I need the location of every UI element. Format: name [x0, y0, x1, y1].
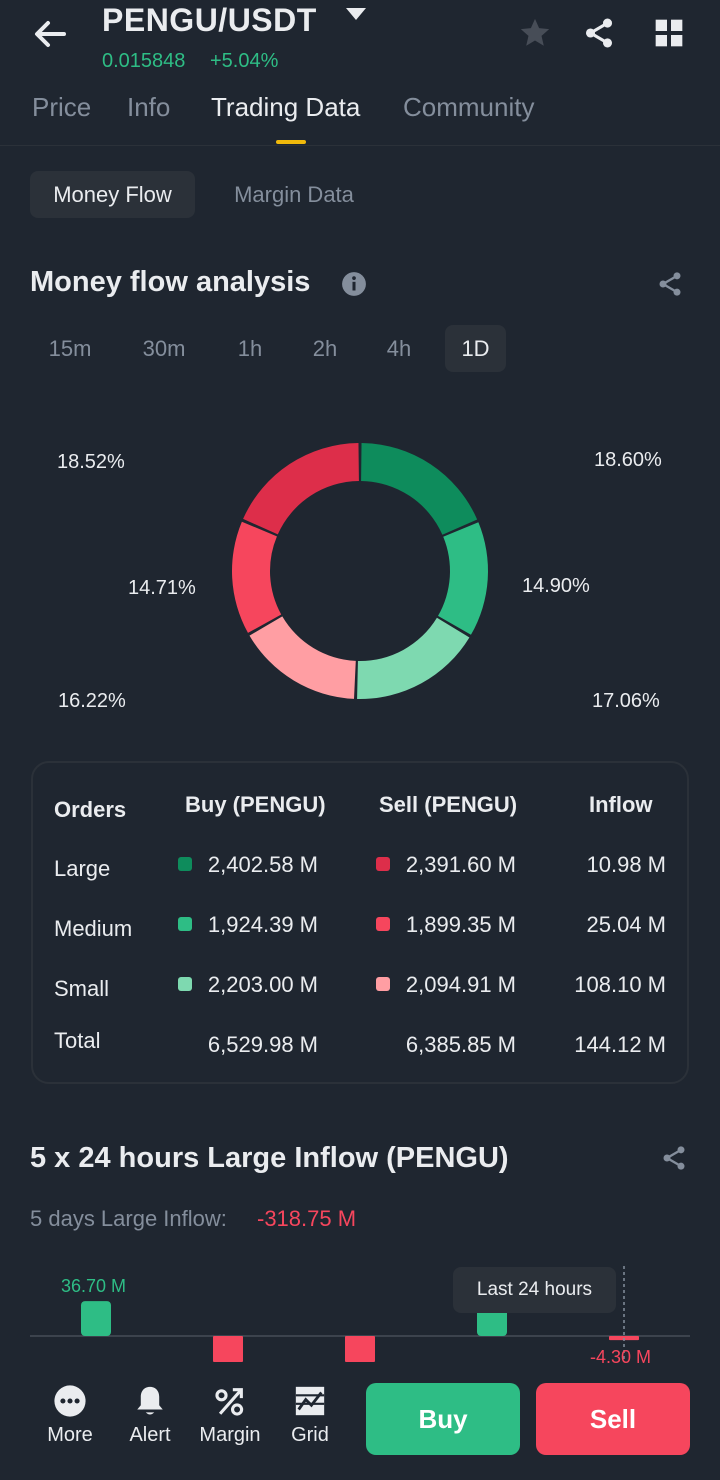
- row-sell: 1,899.35 M: [405, 912, 516, 937]
- inflow-bar[interactable]: [345, 1336, 375, 1362]
- timeframe-1h[interactable]: 1h: [237, 335, 263, 361]
- row-label: Large: [54, 856, 111, 881]
- donut-slice-medium-sell[interactable]: [232, 521, 282, 633]
- share-button[interactable]: [582, 16, 616, 55]
- back-button[interactable]: [30, 14, 70, 54]
- large-inflow-share-button[interactable]: [660, 1144, 688, 1177]
- nav-grid-label: Grid: [291, 1424, 329, 1446]
- buy-color-swatch: [178, 917, 192, 931]
- arrow-left-icon: [35, 21, 66, 47]
- donut-slice-small-buy[interactable]: [357, 617, 470, 699]
- inflow-bar[interactable]: [477, 1307, 507, 1337]
- row-sell: 2,391.60 M: [405, 852, 516, 877]
- header-buy: Buy (PENGU): [185, 792, 326, 817]
- sell-color-swatch: [376, 917, 390, 931]
- slice-label-medium-buy: 14.90%: [522, 575, 590, 597]
- timeframe-15m[interactable]: 15m: [48, 335, 92, 361]
- slice-label-small-sell: 16.22%: [58, 690, 126, 712]
- price-change: +5.04%: [210, 50, 279, 72]
- percent-icon: [215, 1388, 244, 1416]
- header-orders: Orders: [54, 797, 127, 822]
- slice-label-large-sell: 18.52%: [57, 451, 125, 473]
- pair-title[interactable]: PENGU/USDT: [102, 2, 317, 38]
- large-inflow-title: 5 x 24 hours Large Inflow (PENGU): [30, 1142, 509, 1174]
- total-sell: 6,385.85 M: [405, 1032, 516, 1057]
- money-flow-donut-chart: [232, 443, 488, 699]
- row-label: Small: [54, 976, 110, 1001]
- row-sell: 2,094.91 M: [405, 972, 516, 997]
- info-icon: [342, 272, 366, 296]
- total-label: Total: [54, 1028, 101, 1053]
- tab-price[interactable]: Price: [32, 92, 92, 122]
- bell-icon: [137, 1386, 163, 1415]
- donut-slice-large-buy[interactable]: [361, 443, 478, 535]
- total-inflow: 144.12 M: [574, 1032, 666, 1057]
- sell-color-swatch: [376, 977, 390, 991]
- timeframe-4h[interactable]: 4h: [386, 335, 412, 361]
- tab-divider: [0, 145, 720, 146]
- timeframe-30m[interactable]: 30m: [142, 335, 186, 361]
- chart-tooltip: Last 24 hours: [453, 1267, 616, 1313]
- money-flow-title: Money flow analysis: [30, 266, 311, 298]
- money-flow-share-button[interactable]: [656, 270, 684, 303]
- nav-alert[interactable]: Alert: [110, 1384, 190, 1447]
- five-day-inflow-label: 5 days Large Inflow:: [30, 1206, 227, 1231]
- tab-trading-data[interactable]: Trading Data: [211, 92, 361, 122]
- total-buy: 6,529.98 M: [207, 1032, 318, 1057]
- row-label: Medium: [54, 916, 133, 941]
- subtab-margin-data[interactable]: Margin Data: [234, 181, 354, 207]
- row-inflow: 108.10 M: [574, 972, 666, 997]
- timeframe-1d[interactable]: 1D: [445, 325, 506, 372]
- nav-more-label: More: [47, 1424, 93, 1446]
- active-tab-indicator: [276, 140, 306, 144]
- chevron-down-icon[interactable]: [346, 8, 366, 20]
- slice-label-small-buy: 17.06%: [592, 690, 660, 712]
- donut-slice-large-sell[interactable]: [243, 443, 359, 535]
- buy-color-swatch: [178, 977, 192, 991]
- share-icon: [663, 1146, 685, 1170]
- five-day-inflow-value: -318.75 M: [257, 1206, 357, 1231]
- share-icon: [659, 272, 681, 296]
- nav-grid[interactable]: Grid: [270, 1384, 350, 1447]
- row-inflow: 10.98 M: [586, 852, 667, 877]
- orders-table: [31, 761, 689, 1084]
- timeframe-2h[interactable]: 2h: [312, 335, 338, 361]
- row-buy: 2,203.00 M: [207, 972, 318, 997]
- nav-more[interactable]: More: [30, 1384, 110, 1447]
- info-button[interactable]: [341, 271, 367, 302]
- grid-menu-button[interactable]: [653, 17, 685, 54]
- share-icon: [585, 18, 613, 48]
- subtab-money-flow[interactable]: Money Flow: [30, 171, 195, 218]
- row-buy: 2,402.58 M: [207, 852, 318, 877]
- row-inflow: 25.04 M: [586, 912, 667, 937]
- buy-button[interactable]: Buy: [366, 1383, 520, 1455]
- grid-icon: [655, 19, 683, 47]
- sell-button[interactable]: Sell: [536, 1383, 690, 1455]
- large-inflow-bar-chart: [30, 1266, 690, 1362]
- inflow-bar[interactable]: [213, 1336, 243, 1362]
- grid-bot-icon: [295, 1386, 325, 1416]
- row-buy: 1,924.39 M: [207, 912, 318, 937]
- header-inflow: Inflow: [589, 792, 653, 817]
- header-sell: Sell (PENGU): [379, 792, 518, 817]
- nav-margin[interactable]: Margin: [190, 1384, 270, 1447]
- donut-slice-small-sell[interactable]: [249, 616, 356, 699]
- sell-color-swatch: [376, 857, 390, 871]
- inflow-bar[interactable]: [81, 1301, 111, 1336]
- last-price: 0.015848: [102, 50, 186, 72]
- more-icon: [54, 1385, 86, 1417]
- nav-margin-label: Margin: [199, 1424, 261, 1446]
- slice-label-large-buy: 18.60%: [594, 449, 662, 471]
- buy-color-swatch: [178, 857, 192, 871]
- bar-label-first: 36.70 M: [61, 1276, 127, 1296]
- nav-alert-label: Alert: [129, 1424, 171, 1446]
- tab-community[interactable]: Community: [403, 92, 535, 122]
- tab-info[interactable]: Info: [127, 92, 171, 122]
- favorite-button[interactable]: [518, 16, 552, 55]
- bar-label-last: -4.30 M: [590, 1347, 652, 1367]
- star-icon: [520, 18, 550, 46]
- donut-slice-medium-buy[interactable]: [438, 522, 488, 635]
- slice-label-medium-sell: 14.71%: [128, 577, 196, 599]
